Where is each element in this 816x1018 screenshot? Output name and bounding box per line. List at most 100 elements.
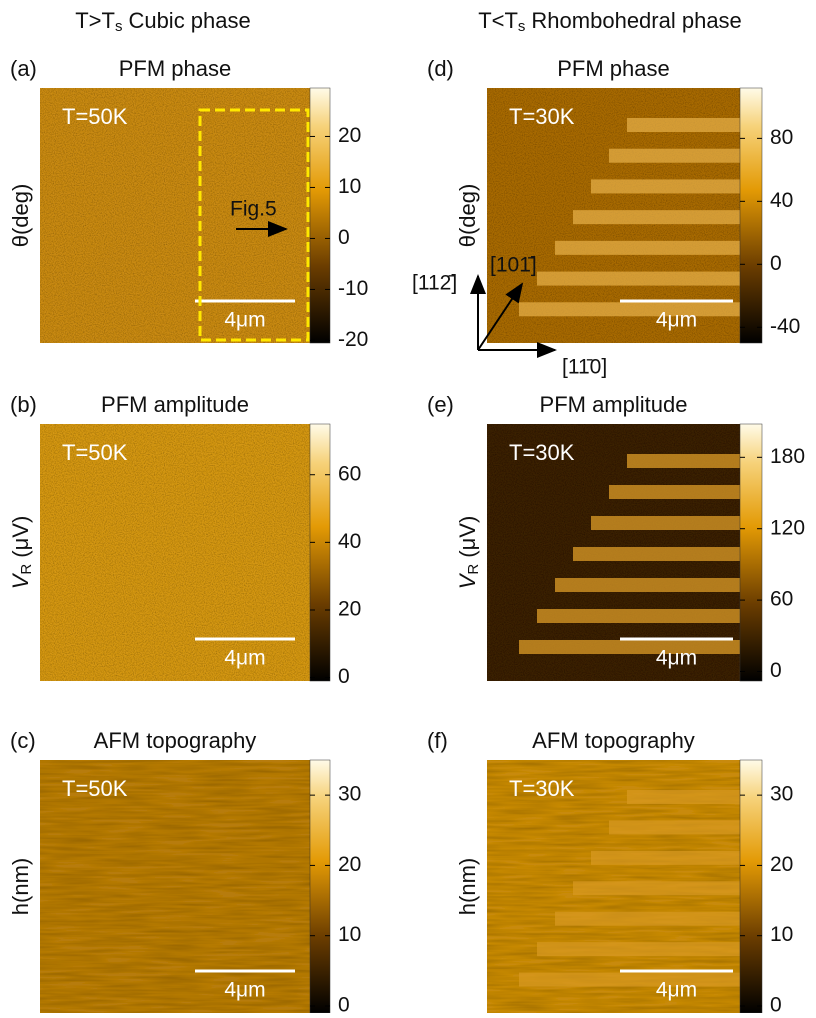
temperature: T=50K [62, 440, 128, 465]
colorbar [740, 88, 762, 343]
header-rest: Rhombohedral phase [531, 8, 741, 33]
panel-title: AFM topography [94, 728, 257, 753]
panel-label: (f) [427, 728, 448, 753]
colorbar-tick-label: 60 [770, 588, 793, 611]
colorbar [740, 760, 762, 1013]
header-main: T>T [75, 8, 115, 33]
colorbar-tick-label: 20 [338, 598, 361, 621]
direction-label: [101̄] [490, 254, 537, 277]
y-axis-label: VR(μV) [455, 516, 482, 590]
domain-stripe [519, 973, 740, 987]
panel-title: PFM phase [557, 56, 670, 81]
domain-stripe [537, 272, 740, 286]
ylabel-sub: R [18, 564, 35, 575]
domain-stripe [573, 210, 740, 224]
panel-label: (a) [10, 56, 37, 81]
domain-stripe [609, 149, 740, 163]
ylabel-main: h(nm) [455, 858, 480, 915]
colorbar-tick-label: 20 [338, 853, 361, 876]
scale-bar-label: 4μm [656, 309, 697, 332]
domain-stripe [627, 790, 740, 804]
temperature: T=30K [509, 440, 575, 465]
domain-stripe [627, 118, 740, 132]
header-rest: Cubic phase [128, 8, 250, 33]
scale-bar-label: 4μm [656, 647, 697, 670]
colorbar-tick-label: 30 [338, 783, 361, 806]
scale-bar-label: 4μm [656, 979, 697, 1002]
domain-stripe [609, 485, 740, 499]
colorbar [310, 424, 330, 681]
y-axis-label: θ(deg) [8, 184, 33, 248]
temperature: T=50K [62, 104, 128, 129]
domain-stripe [519, 640, 740, 654]
ylabel-rest: (μV) [8, 516, 33, 558]
ylabel-main: θ(deg) [455, 184, 480, 248]
annotation: Fig.5 [230, 198, 277, 221]
domain-stripe [537, 609, 740, 623]
y-axis-label: θ(deg) [455, 184, 480, 248]
domain-stripe [591, 179, 740, 193]
domain-stripe [627, 454, 740, 468]
colorbar-tick-label: 80 [770, 126, 793, 149]
colorbar-tick-label: 10 [338, 175, 361, 198]
domain-stripe [519, 302, 740, 316]
colorbar-tick-label: 60 [338, 462, 361, 485]
colorbar-tick-label: -10 [338, 277, 368, 300]
colorbar [310, 88, 330, 343]
colorbar-tick-label: 0 [770, 252, 782, 275]
panel-label: (d) [427, 56, 454, 81]
scale-bar-label: 4μm [224, 647, 265, 670]
scale-bar-label: 4μm [224, 309, 265, 332]
domain-stripe [591, 516, 740, 530]
colorbar-tick-label: 0 [770, 659, 782, 682]
temperature: T=30K [509, 104, 575, 129]
colorbar-tick-label: 20 [770, 853, 793, 876]
header-sub: s [518, 18, 526, 35]
panel-title: PFM amplitude [540, 392, 688, 417]
y-axis-label: VR(μV) [8, 516, 35, 590]
colorbar-tick-label: -40 [770, 315, 800, 338]
panel-title: PFM phase [119, 56, 232, 81]
domain-stripe [555, 241, 740, 255]
colorbar-tick-label: 0 [338, 665, 350, 688]
colorbar-tick-label: 10 [770, 923, 793, 946]
header-main: T<T [478, 8, 518, 33]
domain-stripe [573, 881, 740, 895]
y-axis-label: h(nm) [8, 858, 33, 915]
direction-label: [112̄] [412, 272, 457, 295]
colorbar-tick-label: 120 [770, 516, 805, 539]
panel-title: AFM topography [532, 728, 695, 753]
domain-stripe [537, 942, 740, 956]
ylabel-sub: R [465, 564, 482, 575]
colorbar-tick-label: 40 [338, 530, 361, 553]
y-axis-label: h(nm) [455, 858, 480, 915]
colorbar-tick-label: -20 [338, 328, 368, 351]
colorbar-tick-label: 20 [338, 124, 361, 147]
column-header: T<Ts Rhombohedral phase [478, 8, 742, 35]
domain-stripe [573, 547, 740, 561]
colorbar [740, 424, 762, 681]
header-sub: s [115, 18, 123, 35]
figure: T>TsCubic phaseT<TsRhombohedral phase(a)… [0, 0, 816, 1013]
domain-stripe [591, 851, 740, 865]
panel-label: (c) [10, 728, 36, 753]
colorbar-tick-label: 0 [338, 226, 350, 249]
scale-bar-label: 4μm [224, 979, 265, 1002]
domain-stripe [555, 912, 740, 926]
colorbar-tick-label: 30 [770, 783, 793, 806]
column-header: T>Ts Cubic phase [75, 8, 251, 35]
colorbar-tick-label: 10 [338, 923, 361, 946]
colorbar-tick-label: 180 [770, 445, 805, 468]
domain-stripe [555, 578, 740, 592]
temperature: T=50K [62, 776, 128, 801]
panel-title: PFM amplitude [101, 392, 249, 417]
ylabel-main: h(nm) [8, 858, 33, 915]
panel-label: (b) [10, 392, 37, 417]
ylabel-rest: (μV) [455, 516, 480, 558]
domain-stripe [609, 820, 740, 834]
colorbar-tick-label: 0 [338, 994, 350, 1013]
direction-label: [11̄0] [562, 356, 607, 379]
colorbar [310, 760, 330, 1013]
ylabel-main: θ(deg) [8, 184, 33, 248]
temperature: T=30K [509, 776, 575, 801]
